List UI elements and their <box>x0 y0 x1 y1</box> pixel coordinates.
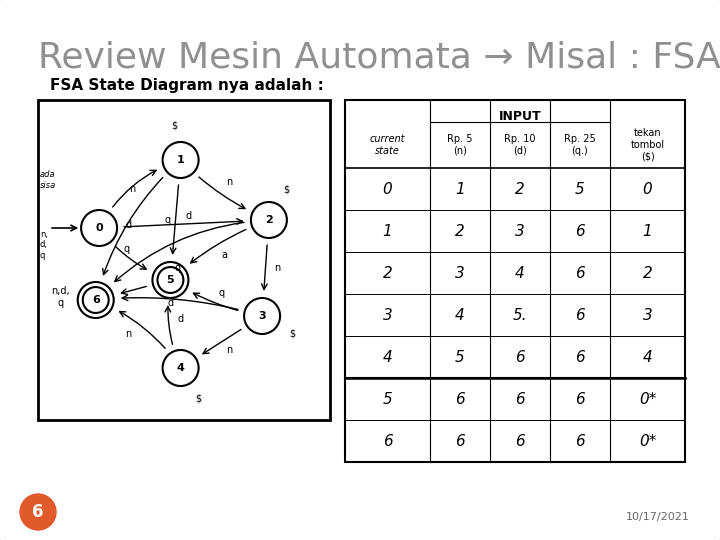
Text: Rp. 5
(n): Rp. 5 (n) <box>447 134 473 156</box>
Text: 4: 4 <box>455 307 465 322</box>
Text: n: n <box>274 263 281 273</box>
Text: $: $ <box>284 185 289 194</box>
Text: 5: 5 <box>575 181 585 197</box>
Text: n: n <box>129 184 135 194</box>
Text: 2: 2 <box>265 215 273 225</box>
Text: 5: 5 <box>382 392 392 407</box>
Text: 6: 6 <box>382 434 392 449</box>
Text: d: d <box>168 298 174 308</box>
Text: 2: 2 <box>382 266 392 280</box>
Text: 5: 5 <box>455 349 465 364</box>
Text: 1: 1 <box>455 181 465 197</box>
Text: q: q <box>164 215 171 225</box>
Text: 6: 6 <box>575 392 585 407</box>
Text: n: n <box>226 345 233 355</box>
Text: 4: 4 <box>176 363 184 373</box>
Bar <box>345 100 685 462</box>
Text: 6: 6 <box>91 295 99 305</box>
Text: 1: 1 <box>176 155 184 165</box>
Text: 0: 0 <box>382 181 392 197</box>
Text: 6: 6 <box>32 503 44 521</box>
Text: 6: 6 <box>575 434 585 449</box>
Text: 6: 6 <box>455 392 465 407</box>
Text: 6: 6 <box>575 349 585 364</box>
Text: 2: 2 <box>455 224 465 239</box>
Text: q: q <box>218 288 225 298</box>
Circle shape <box>153 262 189 298</box>
Text: d: d <box>177 314 184 324</box>
Text: FSA State Diagram nya adalah :: FSA State Diagram nya adalah : <box>50 78 324 93</box>
Text: INPUT: INPUT <box>499 110 541 123</box>
Text: 6: 6 <box>515 434 525 449</box>
Text: d: d <box>125 220 131 230</box>
Text: Review Mesin Automata → Misal : FSA: Review Mesin Automata → Misal : FSA <box>38 40 720 74</box>
Text: ada
sisa: ada sisa <box>40 170 56 190</box>
Text: n: n <box>125 329 131 339</box>
Text: a: a <box>222 250 228 260</box>
Text: d: d <box>186 211 192 221</box>
Text: 6: 6 <box>515 392 525 407</box>
Circle shape <box>81 210 117 246</box>
Text: 2: 2 <box>643 266 652 280</box>
Text: 0: 0 <box>95 223 103 233</box>
Bar <box>38 100 330 420</box>
Text: 6: 6 <box>575 266 585 280</box>
Text: tekan
tombol
($): tekan tombol ($) <box>631 129 665 161</box>
Circle shape <box>78 282 114 318</box>
Text: 0: 0 <box>643 181 652 197</box>
Text: $: $ <box>195 394 202 403</box>
Text: n,
d,
q: n, d, q <box>40 230 48 260</box>
Text: 6: 6 <box>455 434 465 449</box>
Text: 0*: 0* <box>639 392 656 407</box>
Text: 3: 3 <box>643 307 652 322</box>
Text: n,d,
q: n,d, q <box>51 286 70 308</box>
Text: 6: 6 <box>515 349 525 364</box>
Text: 6: 6 <box>575 224 585 239</box>
Text: 5: 5 <box>166 275 174 285</box>
Text: 10/17/2021: 10/17/2021 <box>626 512 690 522</box>
Circle shape <box>20 494 56 530</box>
Text: 6: 6 <box>575 307 585 322</box>
Text: 3: 3 <box>258 311 266 321</box>
Text: $: $ <box>171 120 178 130</box>
Text: 0*: 0* <box>639 434 656 449</box>
Text: 1: 1 <box>382 224 392 239</box>
Circle shape <box>163 350 199 386</box>
Text: current
state: current state <box>370 134 405 156</box>
Text: 4: 4 <box>382 349 392 364</box>
Text: 1: 1 <box>643 224 652 239</box>
Circle shape <box>163 142 199 178</box>
Text: 5.: 5. <box>513 307 527 322</box>
Text: q: q <box>174 263 181 273</box>
Text: 3: 3 <box>455 266 465 280</box>
Text: 3: 3 <box>515 224 525 239</box>
Text: Rp. 25
(q.): Rp. 25 (q.) <box>564 134 596 156</box>
Circle shape <box>244 298 280 334</box>
Text: 3: 3 <box>382 307 392 322</box>
Text: 4: 4 <box>515 266 525 280</box>
Text: 2: 2 <box>515 181 525 197</box>
Text: n: n <box>227 177 233 187</box>
Text: $: $ <box>289 329 296 339</box>
Text: 4: 4 <box>643 349 652 364</box>
Text: Rp. 10
(d): Rp. 10 (d) <box>504 134 536 156</box>
Text: q: q <box>124 244 130 254</box>
Circle shape <box>251 202 287 238</box>
